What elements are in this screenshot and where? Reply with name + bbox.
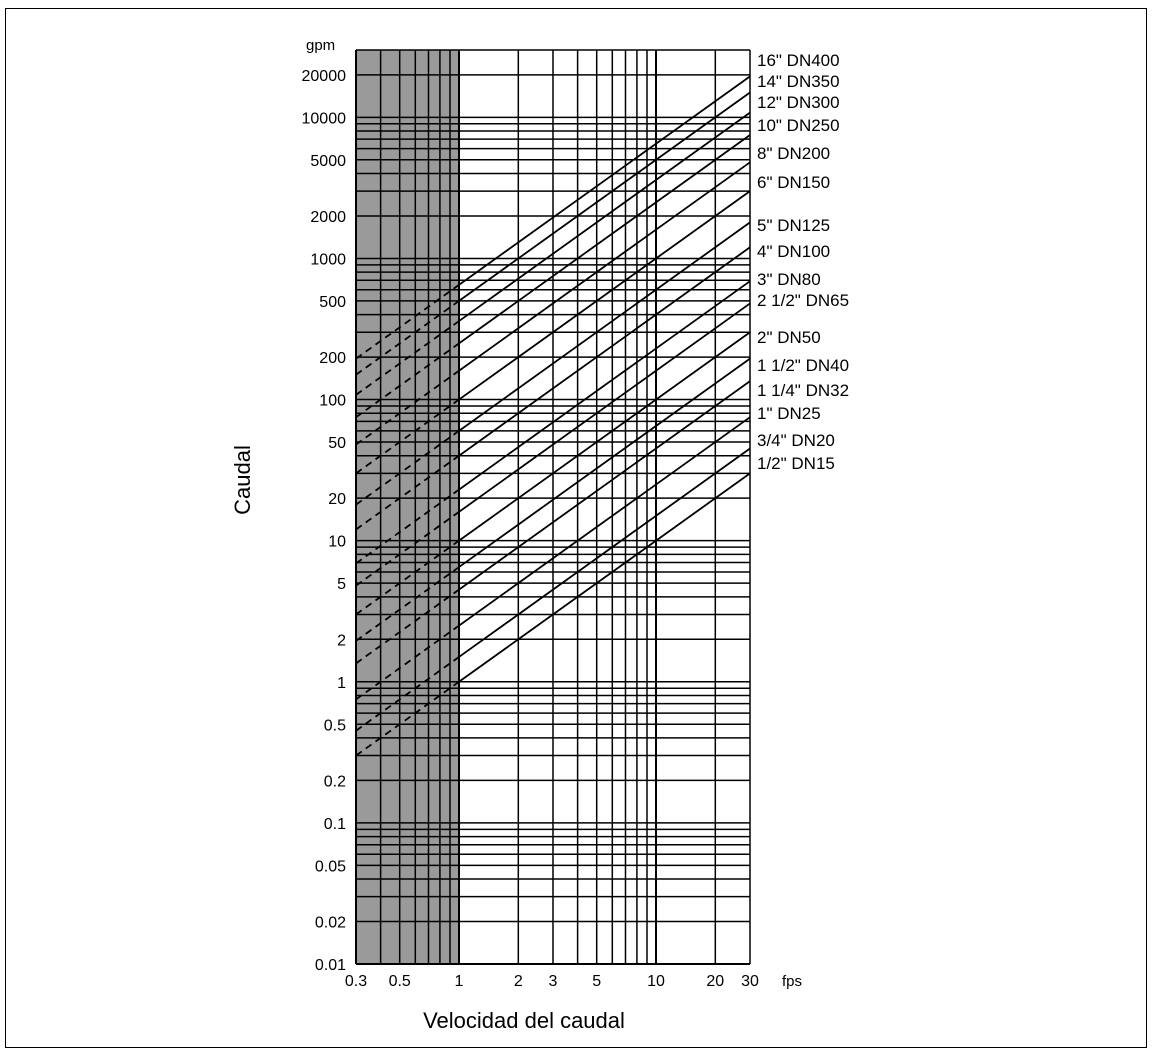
series-dashed-segment bbox=[355, 488, 460, 565]
low-velocity-shaded-region bbox=[356, 50, 460, 964]
pipe-size-label: 1 1/2" DN40 bbox=[757, 356, 849, 375]
x-tick-label: 20 bbox=[706, 973, 724, 990]
pipe-size-label: 16" DN400 bbox=[757, 51, 840, 70]
series-line bbox=[458, 134, 751, 345]
y-tick-label: 100 bbox=[319, 393, 346, 410]
series-dashed-segment bbox=[355, 454, 460, 531]
pipe-size-label: 12" DN300 bbox=[757, 93, 840, 112]
y-tick-label: 10000 bbox=[302, 110, 347, 127]
pipe-size-label: 6" DN150 bbox=[757, 173, 830, 192]
series-line bbox=[458, 472, 751, 683]
y-tick-label: 0.2 bbox=[324, 773, 346, 790]
series-line bbox=[458, 161, 751, 372]
series-line bbox=[458, 357, 751, 568]
y-tick-label: 0.01 bbox=[315, 957, 346, 974]
series-dashed-segment bbox=[355, 284, 460, 360]
y-unit-label: gpm bbox=[306, 37, 335, 54]
y-tick-labels: 0.01 0.02 0.05 0.1 0.2 0.5 1 2 5 10 20 50 100 200 500 1… bbox=[302, 68, 347, 974]
x-tick-label: 30 bbox=[741, 973, 759, 990]
series-line bbox=[458, 302, 751, 513]
y-tick-label: 1000 bbox=[310, 251, 346, 268]
y-tick-label: 5000 bbox=[310, 153, 346, 170]
y-tick-label: 0.05 bbox=[315, 858, 346, 875]
series-dashed-segment bbox=[355, 681, 460, 757]
series-dashed-segment bbox=[355, 566, 460, 642]
series-line bbox=[458, 75, 751, 286]
series-dashed-segment bbox=[355, 656, 460, 732]
x-tick-label: 1 bbox=[455, 973, 464, 990]
series-dashed-segment bbox=[355, 300, 460, 376]
series-dashed-segment bbox=[355, 342, 460, 418]
pipe-size-label: 10" DN250 bbox=[757, 116, 840, 135]
horizontal-gridlines bbox=[355, 49, 750, 965]
series-dashed-segment bbox=[355, 588, 460, 665]
y-tick-label: 2000 bbox=[310, 209, 346, 226]
pipe-size-label: 3" DN80 bbox=[757, 270, 821, 289]
x-unit-label: fps bbox=[782, 973, 802, 990]
series-line bbox=[458, 331, 751, 542]
pipe-size-label: 1/2" DN15 bbox=[757, 454, 835, 473]
x-tick-label: 5 bbox=[592, 973, 601, 990]
pipe-size-label: 5" DN125 bbox=[757, 216, 830, 235]
y-tick-label: 20000 bbox=[302, 68, 347, 85]
series-dashed-segment bbox=[355, 430, 460, 506]
x-tick-label: 2 bbox=[514, 973, 523, 990]
series-line bbox=[458, 221, 751, 432]
x-tick-labels: 0.3 0.5 1 2 3 5 10 20 30 bbox=[345, 973, 759, 990]
pipe-size-label: 14" DN350 bbox=[757, 72, 840, 91]
series-line bbox=[458, 111, 751, 322]
x-axis-title: Velocidad del caudal bbox=[423, 1008, 625, 1033]
series-dashed-segment bbox=[355, 511, 460, 587]
series-dashed-segment bbox=[355, 539, 460, 616]
pipe-size-label: 1 1/4" DN32 bbox=[757, 381, 849, 400]
y-tick-label: 0.5 bbox=[324, 717, 346, 734]
chart-frame bbox=[5, 8, 1147, 1048]
series-dashed-segment bbox=[355, 624, 460, 701]
series-dashed-segment bbox=[355, 398, 460, 475]
y-axis-title: Caudal bbox=[230, 445, 255, 515]
y-tick-label: 20 bbox=[328, 491, 346, 508]
series-dashed-segment bbox=[355, 320, 460, 396]
x-tick-label: 0.3 bbox=[345, 973, 367, 990]
pipe-size-label: 4" DN100 bbox=[757, 242, 830, 261]
y-tick-label: 0.1 bbox=[324, 816, 346, 833]
y-tick-label: 5 bbox=[337, 576, 346, 593]
pipe-size-labels: 16" DN400 14" DN350 12" DN300 10" DN250 8" D… bbox=[757, 51, 849, 473]
pipe-size-label: 3/4" DN20 bbox=[757, 431, 835, 450]
series-line bbox=[458, 190, 751, 401]
pipe-size-lines bbox=[355, 75, 751, 757]
y-tick-label: 1 bbox=[337, 675, 346, 692]
series-line bbox=[458, 447, 751, 658]
y-tick-label: 200 bbox=[319, 350, 346, 367]
y-tick-label: 10 bbox=[328, 534, 346, 551]
x-tick-label: 0.5 bbox=[389, 973, 411, 990]
x-tick-label: 10 bbox=[647, 973, 665, 990]
pipe-size-label: 2" DN50 bbox=[757, 328, 821, 347]
y-tick-label: 2 bbox=[337, 632, 346, 649]
vertical-gridlines bbox=[355, 50, 751, 964]
series-dashed-segment bbox=[355, 370, 460, 446]
y-tick-label: 500 bbox=[319, 294, 346, 311]
pipe-size-label: 1" DN25 bbox=[757, 404, 821, 423]
pipe-size-label: 8" DN200 bbox=[757, 144, 830, 163]
x-tick-label: 3 bbox=[549, 973, 558, 990]
series-line bbox=[458, 91, 751, 302]
series-line bbox=[458, 280, 751, 491]
series-line bbox=[458, 380, 751, 591]
series-line bbox=[458, 416, 751, 627]
pipe-size-label: 2 1/2" DN65 bbox=[757, 291, 849, 310]
y-tick-label: 0.02 bbox=[315, 915, 346, 932]
y-tick-label: 50 bbox=[328, 435, 346, 452]
series-line bbox=[458, 246, 751, 457]
